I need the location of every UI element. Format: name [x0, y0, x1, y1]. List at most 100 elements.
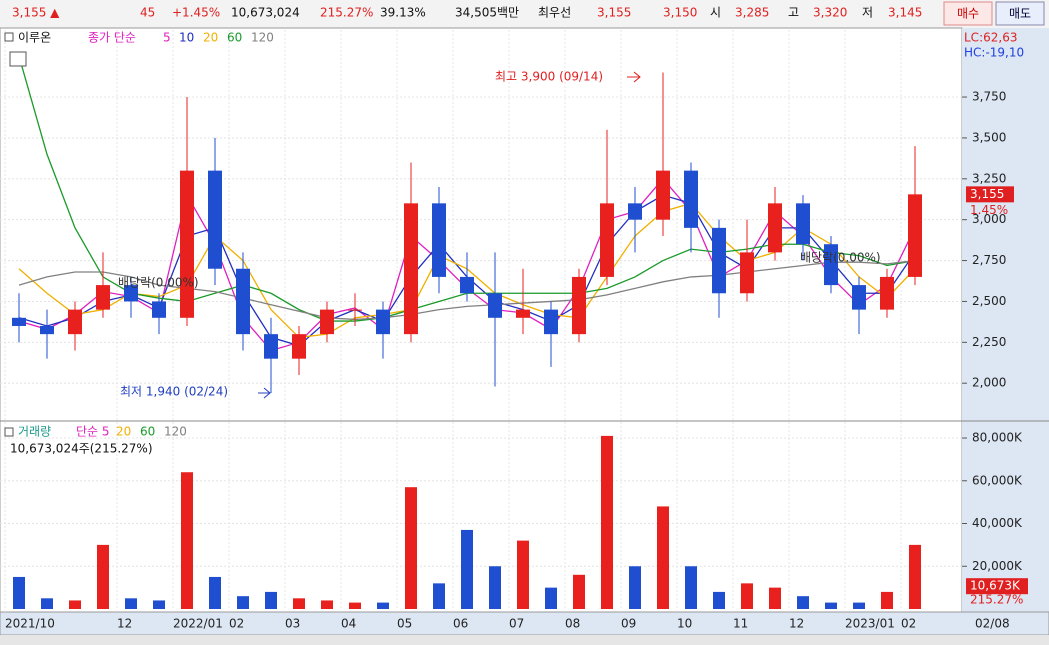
- volume-bar: [545, 587, 557, 609]
- volume-bar: [265, 591, 277, 609]
- change: 45: [140, 6, 155, 20]
- candle-body: [740, 252, 754, 294]
- candle-body: [824, 244, 838, 286]
- legend-entry: 20: [116, 425, 131, 439]
- last-volume-change: 215.27%: [970, 593, 1023, 607]
- y-tick-label: 2,500: [972, 294, 1006, 308]
- dividend-note: 배당락(0.00%): [118, 276, 199, 290]
- last-price-tag: [966, 186, 1014, 203]
- open-label: 시: [710, 6, 721, 20]
- best-bid: 3,150: [663, 6, 697, 20]
- low-arrow: [258, 387, 271, 399]
- legend-entry: 120: [251, 31, 274, 45]
- volume-bar: [657, 506, 669, 609]
- candle-body: [852, 285, 866, 310]
- y-tick-label: 2,250: [972, 335, 1006, 349]
- high-arrow: [627, 71, 641, 83]
- legend-entry: 단순 5: [76, 425, 110, 439]
- legend-box: [4, 32, 14, 42]
- buy-button[interactable]: [943, 1, 993, 26]
- volume-bar: [321, 600, 333, 609]
- legend-entry: 20: [203, 31, 218, 45]
- candle-body: [572, 276, 586, 335]
- best-label: 최우선: [538, 6, 571, 20]
- candle-body: [684, 170, 698, 228]
- legend-prefix: 종가 단순: [88, 31, 136, 45]
- volume-bar: [825, 602, 837, 609]
- y-tick-label: 3,750: [972, 90, 1006, 104]
- y-tick-label: 60,000K: [972, 473, 1023, 487]
- sell-button[interactable]: [995, 1, 1045, 26]
- volume-bar: [909, 544, 921, 609]
- candle-body: [404, 203, 418, 335]
- x-tick-label: 12: [789, 617, 804, 631]
- volume-bar: [797, 596, 809, 609]
- price: 3,155 ▲: [12, 6, 60, 20]
- y-tick-label: 3,250: [972, 171, 1006, 185]
- low: 3,145: [888, 6, 922, 20]
- x-tick-label: 2022/01: [173, 617, 223, 631]
- volume-bar: [517, 540, 529, 609]
- candle-body: [40, 325, 54, 335]
- candle-body: [348, 309, 362, 311]
- candle-body: [880, 276, 894, 310]
- candle-body: [376, 309, 390, 335]
- x-tick-label: 09: [621, 617, 636, 631]
- high: 3,320: [813, 6, 847, 20]
- volume-ratio: 215.27%: [320, 6, 373, 20]
- last-price: 3,155: [970, 187, 1004, 201]
- change-pct: +1.45%: [172, 6, 220, 20]
- candle-body: [152, 301, 166, 318]
- legend-entry: 60: [140, 425, 155, 439]
- volume-bar: [489, 566, 501, 609]
- low-annotation: 최저 1,940 (02/24): [120, 385, 228, 399]
- x-tick-label: 2023/01: [845, 617, 895, 631]
- legend-entry: 120: [164, 425, 187, 439]
- candle-body: [320, 309, 334, 335]
- legend-box: [4, 427, 14, 437]
- volume-bar: [237, 596, 249, 609]
- volume-bar: [209, 576, 221, 609]
- top-bar-texts: 3,155 ▲ 45 +1.45% 10,673,024 215.27% 39.…: [12, 1, 1045, 26]
- last-change: 1.45%: [970, 203, 1008, 217]
- last-volume: 10,673K: [970, 579, 1021, 593]
- y-tick-label: 80,000K: [972, 431, 1023, 445]
- x-tick-label: 10: [677, 617, 692, 631]
- candle-body: [908, 194, 922, 277]
- legend-title: 이루온: [18, 31, 51, 45]
- candle-body: [488, 293, 502, 318]
- x-tick-label: 08: [565, 617, 580, 631]
- volume-bar: [433, 583, 445, 609]
- candle-body: [68, 309, 82, 335]
- candle-body: [264, 334, 278, 359]
- indicator: HC:-19,10: [964, 46, 1024, 60]
- turnover: 39.13%: [380, 6, 426, 20]
- candle-body: [516, 309, 530, 318]
- table-icon: [9, 51, 27, 67]
- volume-bar: [41, 598, 53, 609]
- candle-body: [208, 170, 222, 269]
- x-tick-label: 04: [341, 617, 356, 631]
- volume-bar: [685, 566, 697, 609]
- x-tick-label: 06: [453, 617, 468, 631]
- x-tick-label: 12: [117, 617, 132, 631]
- legend-entry: 5: [163, 31, 171, 45]
- sell-label[interactable]: 매도: [1009, 7, 1031, 21]
- high-annotation: 최고 3,900 (09/14): [495, 70, 603, 84]
- price-axis: [962, 28, 1049, 612]
- x-tick-label: 2021/10: [5, 617, 55, 631]
- volume-bar: [405, 487, 417, 609]
- volume-bar: [769, 587, 781, 609]
- volume-bar: [461, 529, 473, 609]
- x-tick-label: 11: [733, 617, 748, 631]
- candle-body: [460, 276, 474, 294]
- x-tick-label: 03: [285, 617, 300, 631]
- volume-bar: [13, 576, 25, 609]
- y-tick-label: 2,000: [972, 376, 1006, 390]
- volume-bar: [293, 598, 305, 609]
- legend-title: 거래량: [18, 425, 51, 439]
- buy-label[interactable]: 매수: [957, 7, 979, 21]
- candle-body: [796, 203, 810, 245]
- x-tick-label: 02: [229, 617, 244, 631]
